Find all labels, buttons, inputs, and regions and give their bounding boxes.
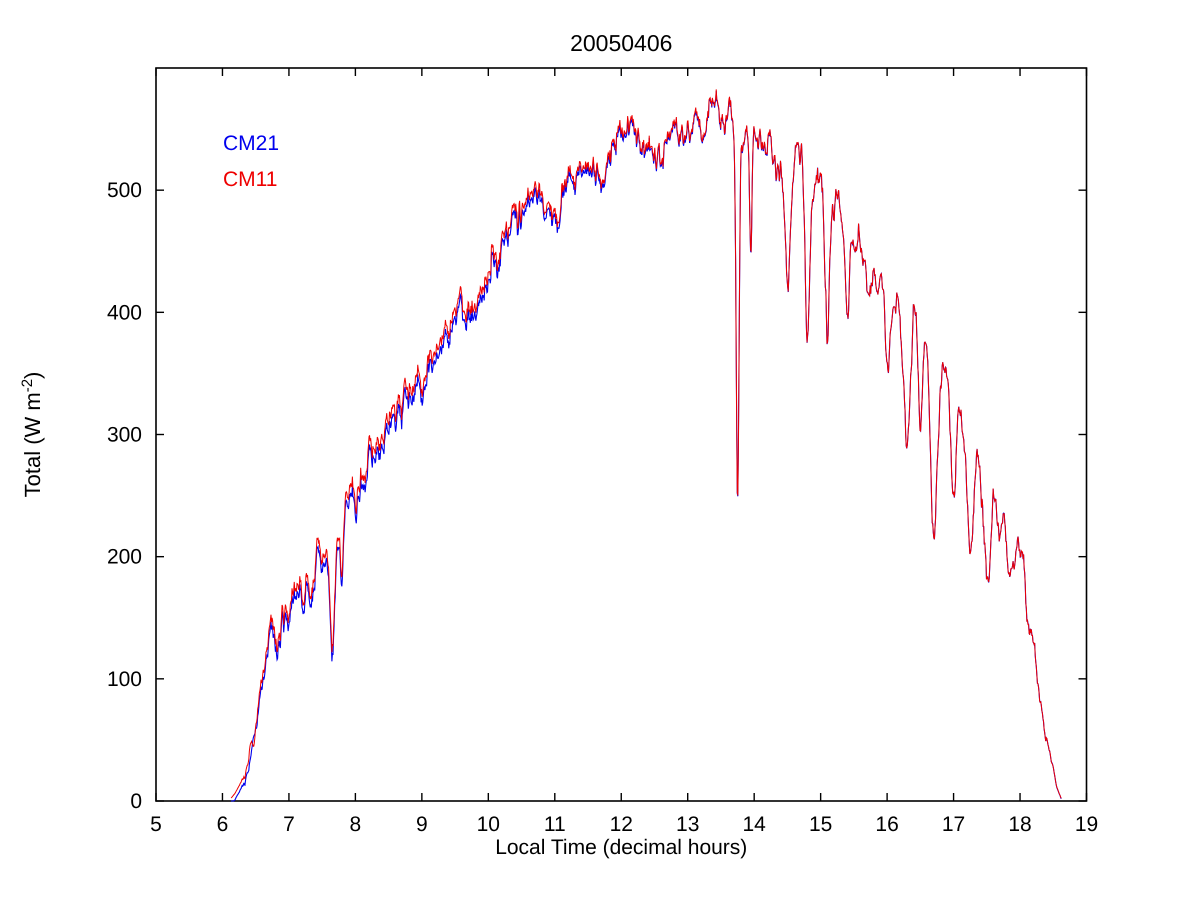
- svg-text:400: 400: [107, 301, 142, 324]
- svg-text:13: 13: [676, 813, 699, 836]
- svg-text:18: 18: [1008, 813, 1031, 836]
- svg-text:20050406: 20050406: [570, 30, 672, 56]
- svg-text:300: 300: [107, 424, 142, 447]
- svg-text:5: 5: [150, 813, 162, 836]
- svg-text:6: 6: [217, 813, 229, 836]
- svg-text:11: 11: [544, 813, 566, 836]
- svg-text:7: 7: [283, 813, 295, 836]
- svg-text:0: 0: [130, 790, 142, 813]
- svg-text:17: 17: [942, 813, 965, 836]
- svg-text:100: 100: [107, 668, 142, 691]
- svg-text:8: 8: [350, 813, 362, 836]
- svg-text:200: 200: [107, 546, 142, 569]
- svg-text:16: 16: [875, 813, 898, 836]
- svg-text:CM11: CM11: [223, 168, 277, 191]
- svg-text:19: 19: [1075, 813, 1098, 836]
- svg-text:10: 10: [477, 813, 500, 836]
- svg-text:CM21: CM21: [223, 132, 279, 155]
- svg-text:15: 15: [809, 813, 832, 836]
- svg-text:Local Time (decimal hours): Local Time (decimal hours): [495, 836, 747, 859]
- svg-text:500: 500: [107, 179, 142, 202]
- svg-text:12: 12: [610, 813, 633, 836]
- svg-text:9: 9: [416, 813, 428, 836]
- svg-text:14: 14: [743, 813, 767, 836]
